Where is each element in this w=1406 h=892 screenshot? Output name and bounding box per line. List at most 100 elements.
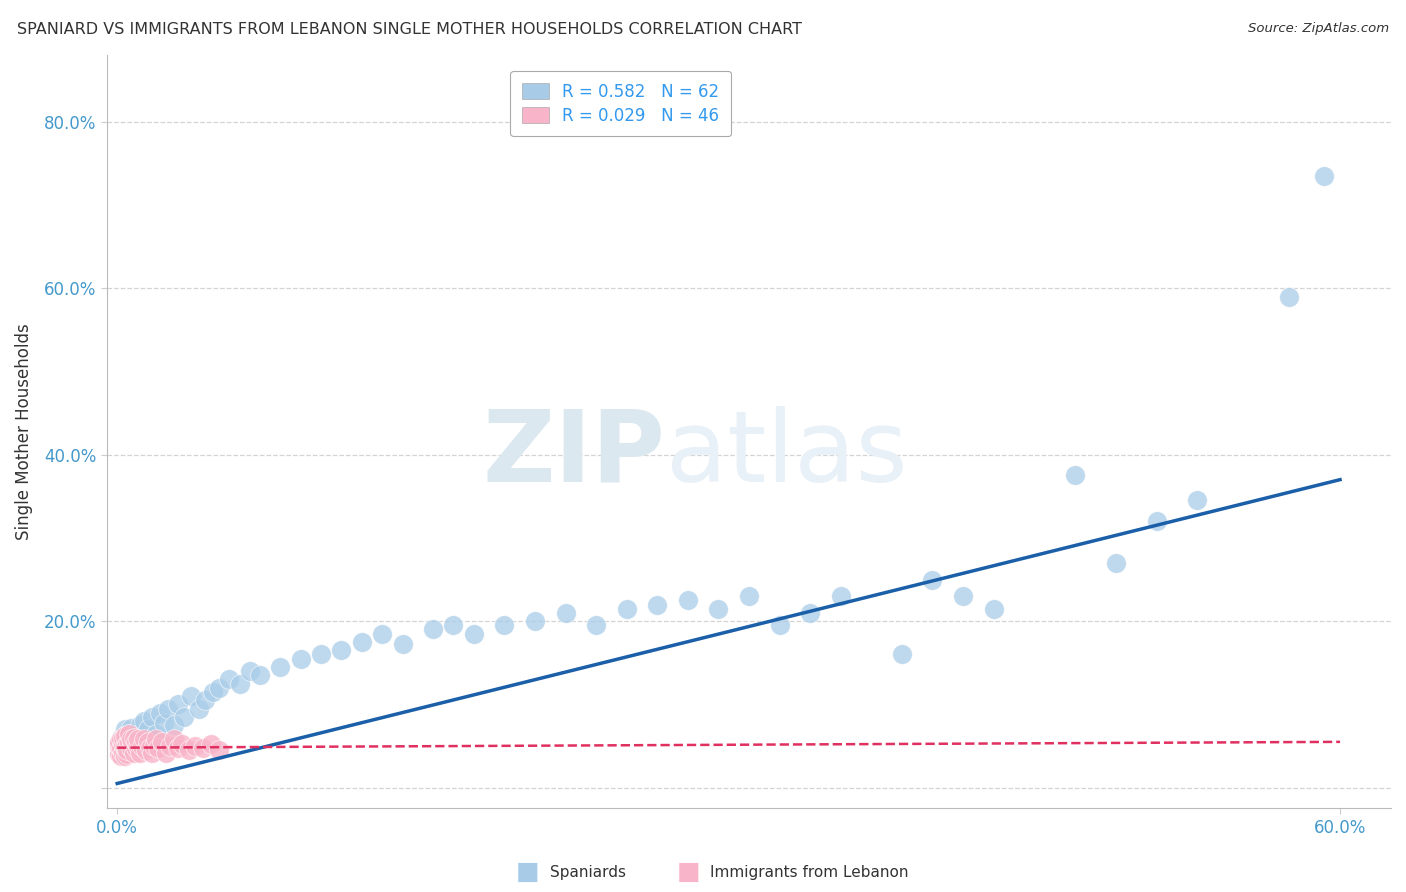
Point bbox=[173, 710, 195, 724]
Point bbox=[645, 598, 668, 612]
Point bbox=[616, 601, 638, 615]
Point bbox=[172, 737, 194, 751]
Point bbox=[117, 726, 139, 740]
Point bbox=[187, 701, 209, 715]
Point bbox=[391, 637, 413, 651]
Point bbox=[676, 593, 699, 607]
Point bbox=[139, 740, 162, 755]
Text: atlas: atlas bbox=[665, 406, 907, 503]
Point bbox=[554, 606, 576, 620]
Point bbox=[114, 739, 136, 753]
Point bbox=[1187, 493, 1209, 508]
Point bbox=[108, 739, 131, 753]
Point bbox=[191, 740, 214, 755]
Point bbox=[128, 746, 150, 760]
Point bbox=[159, 739, 181, 753]
Point bbox=[371, 626, 394, 640]
Point bbox=[142, 739, 165, 753]
Point bbox=[118, 732, 141, 747]
Text: ■: ■ bbox=[678, 861, 700, 884]
Point bbox=[153, 715, 176, 730]
Point bbox=[121, 721, 143, 735]
Point bbox=[114, 749, 136, 764]
Point bbox=[145, 732, 167, 747]
Point bbox=[110, 740, 132, 755]
Point bbox=[239, 664, 262, 678]
Point bbox=[443, 618, 465, 632]
Text: ■: ■ bbox=[516, 861, 538, 884]
Point bbox=[183, 739, 205, 753]
Point bbox=[208, 743, 231, 757]
Point bbox=[136, 723, 159, 737]
Point bbox=[208, 681, 231, 695]
Point bbox=[118, 726, 141, 740]
Point bbox=[330, 643, 353, 657]
Point bbox=[228, 676, 250, 690]
Point bbox=[117, 737, 139, 751]
Point bbox=[117, 747, 139, 762]
Point bbox=[114, 729, 136, 743]
Point bbox=[269, 660, 291, 674]
Point bbox=[112, 746, 135, 760]
Point bbox=[114, 723, 136, 737]
Point bbox=[983, 601, 1005, 615]
Point bbox=[121, 732, 143, 747]
Point bbox=[350, 635, 373, 649]
Point bbox=[112, 735, 135, 749]
Point bbox=[110, 732, 132, 747]
Point bbox=[200, 737, 222, 751]
Point bbox=[494, 618, 516, 632]
Point bbox=[1278, 289, 1301, 303]
Y-axis label: Single Mother Households: Single Mother Households bbox=[15, 324, 32, 541]
Point bbox=[1064, 468, 1087, 483]
Point bbox=[738, 589, 761, 603]
Point bbox=[309, 648, 332, 662]
Text: SPANIARD VS IMMIGRANTS FROM LEBANON SINGLE MOTHER HOUSEHOLDS CORRELATION CHART: SPANIARD VS IMMIGRANTS FROM LEBANON SING… bbox=[17, 22, 801, 37]
Point bbox=[1312, 169, 1334, 183]
Point bbox=[127, 739, 149, 753]
Point bbox=[110, 749, 132, 764]
Point bbox=[890, 648, 912, 662]
Point bbox=[768, 618, 790, 632]
Point bbox=[145, 726, 167, 740]
Point bbox=[167, 698, 190, 712]
Point bbox=[1105, 556, 1128, 570]
Point bbox=[141, 710, 163, 724]
Point bbox=[463, 626, 485, 640]
Point bbox=[177, 743, 200, 757]
Point bbox=[585, 618, 607, 632]
Text: ZIP: ZIP bbox=[482, 406, 665, 503]
Point bbox=[121, 740, 143, 755]
Point bbox=[112, 737, 135, 751]
Point bbox=[149, 706, 172, 720]
Point bbox=[249, 668, 271, 682]
Text: Source: ZipAtlas.com: Source: ZipAtlas.com bbox=[1249, 22, 1389, 36]
Legend: R = 0.582   N = 62, R = 0.029   N = 46: R = 0.582 N = 62, R = 0.029 N = 46 bbox=[510, 71, 731, 136]
Point bbox=[122, 746, 145, 760]
Point bbox=[127, 724, 149, 739]
Point bbox=[201, 685, 224, 699]
Point bbox=[830, 589, 852, 603]
Point bbox=[118, 735, 141, 749]
Point bbox=[124, 735, 146, 749]
Point bbox=[921, 573, 943, 587]
Point bbox=[132, 732, 155, 747]
Point bbox=[122, 731, 145, 745]
Point bbox=[194, 693, 217, 707]
Point bbox=[131, 729, 153, 743]
Point bbox=[108, 735, 131, 749]
Point bbox=[122, 728, 145, 742]
Point bbox=[155, 746, 177, 760]
Point bbox=[124, 740, 146, 755]
Point bbox=[110, 731, 132, 745]
Point bbox=[799, 606, 821, 620]
Point bbox=[1146, 514, 1168, 528]
Text: Immigrants from Lebanon: Immigrants from Lebanon bbox=[710, 865, 908, 880]
Point bbox=[136, 735, 159, 749]
Point bbox=[132, 714, 155, 728]
Point bbox=[163, 718, 186, 732]
Point bbox=[218, 673, 240, 687]
Point bbox=[112, 731, 135, 745]
Point bbox=[952, 589, 974, 603]
Point bbox=[167, 740, 190, 755]
